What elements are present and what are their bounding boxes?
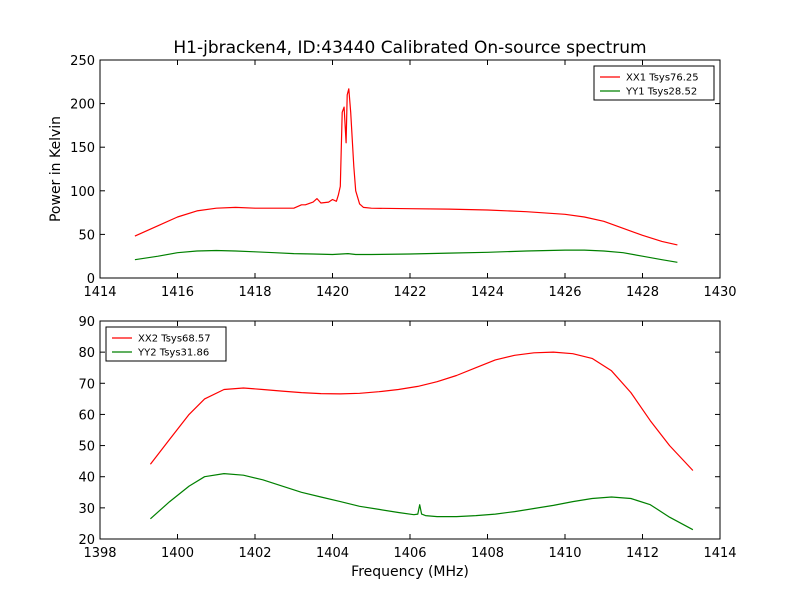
series-line-xx	[134, 88, 678, 246]
y-tick-label: 150	[70, 141, 95, 156]
x-tick-label: 1418	[238, 285, 271, 300]
y-tick-label: 50	[78, 440, 95, 455]
series-layer	[149, 351, 694, 531]
y-tick-label: 200	[70, 98, 95, 113]
x-ticks: 1414 1416 1418 1420 1422 1424 1426 1428 1430	[83, 60, 737, 300]
y-tick-label: 80	[78, 346, 95, 361]
x-tick-label: 1430	[703, 285, 736, 300]
x-tick-label: 1422	[393, 285, 426, 300]
legend-box	[593, 65, 715, 101]
x-tick-label: 1414	[83, 285, 116, 300]
bottom-spectrum-plot: 1398 1400 1402 1404 1406 1408 1410 1412 1414 20 3…	[78, 315, 736, 561]
x-tick-label: 1408	[471, 546, 504, 561]
y-tick-label: 30	[78, 502, 95, 517]
legend-label: XX2 Tsys68.57	[138, 334, 211, 345]
legend: XX2 Tsys68.57 YY2 Tsys31.86	[105, 326, 227, 362]
legend-label: YY2 Tsys31.86	[137, 348, 209, 359]
x-tick-label: 1424	[471, 285, 504, 300]
y-tick-label: 70	[78, 377, 95, 392]
legend-label: XX1 Tsys76.25	[626, 73, 699, 84]
series-layer	[134, 88, 678, 263]
legend-box	[105, 326, 227, 362]
series-line-yy	[150, 473, 694, 531]
y-ticks: 0 50 100 150 200 250	[70, 54, 720, 287]
x-tick-label: 1406	[393, 546, 426, 561]
x-tick-label: 1416	[161, 285, 194, 300]
y-tick-label: 20	[78, 533, 95, 548]
x-ticks: 1398 1400 1402 1404 1406 1408 1410 1412 1414	[83, 321, 737, 561]
x-tick-label: 1426	[548, 285, 581, 300]
x-tick-label: 1404	[316, 546, 349, 561]
y-tick-label: 60	[78, 408, 95, 423]
legend: XX1 Tsys76.25 YY1 Tsys28.52	[593, 65, 715, 101]
x-tick-label: 1428	[626, 285, 659, 300]
legend-label: YY1 Tsys28.52	[625, 87, 697, 98]
y-tick-label: 50	[78, 228, 95, 243]
x-tick-label: 1410	[548, 546, 581, 561]
series-line-xx	[149, 351, 694, 471]
y-ticks: 20 30 40 50 60 70 80 90	[78, 315, 720, 548]
y-tick-label: 40	[78, 471, 95, 486]
x-axis-label: Frequency (MHz)	[351, 564, 469, 580]
x-tick-label: 1420	[316, 285, 349, 300]
y-tick-label: 250	[70, 54, 95, 69]
y-tick-label: 90	[78, 315, 95, 330]
x-tick-label: 1414	[703, 546, 736, 561]
x-tick-label: 1412	[626, 546, 659, 561]
y-axis-label: Power in Kelvin	[48, 116, 64, 222]
y-tick-label: 0	[87, 272, 95, 287]
series-line-yy	[134, 249, 678, 263]
x-tick-label: 1398	[83, 546, 116, 561]
x-tick-label: 1400	[161, 546, 194, 561]
y-tick-label: 100	[70, 185, 95, 200]
top-spectrum-plot: 1414 1416 1418 1420 1422 1424 1426 1428 1430 0 50…	[70, 54, 736, 300]
figure-title: H1-jbracken4, ID:43440 Calibrated On-sou…	[173, 38, 646, 58]
x-tick-label: 1402	[238, 546, 271, 561]
